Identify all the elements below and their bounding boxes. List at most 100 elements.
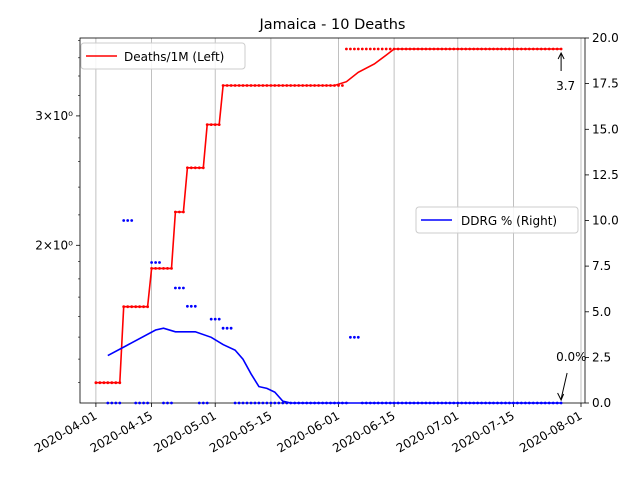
deaths-point — [277, 84, 281, 87]
deaths-point — [535, 47, 539, 51]
deaths-point — [285, 84, 289, 87]
ddrg-point — [122, 219, 126, 222]
ddrg-point — [356, 335, 360, 339]
deaths-point — [496, 47, 499, 51]
ddrg-point — [241, 401, 245, 405]
ddrg-point — [500, 401, 503, 405]
ddrg-point — [508, 401, 511, 405]
deaths-point — [233, 84, 237, 87]
ddrg-point — [464, 401, 468, 405]
ddrg-point — [201, 401, 205, 405]
ddrg-point — [380, 401, 384, 405]
deaths-point — [265, 84, 269, 87]
deaths-point — [559, 47, 563, 51]
ddrg-point — [368, 401, 372, 405]
ddrg-point — [205, 401, 209, 405]
annotation-arrowhead — [557, 392, 565, 402]
ddrg-point — [146, 401, 150, 405]
deaths-point — [305, 84, 309, 87]
ddrg-point — [345, 401, 348, 405]
deaths-point — [412, 47, 416, 51]
ddrg-point — [221, 326, 225, 330]
ddrg-point — [154, 261, 158, 264]
deaths-point — [209, 123, 213, 126]
ddrg-point — [134, 401, 138, 405]
ddrg-point — [229, 326, 233, 330]
ddrg-point — [400, 401, 404, 405]
ddrg-point — [444, 401, 448, 405]
ddrg-point — [170, 401, 173, 405]
ddrg-point — [408, 401, 412, 405]
right-tick-label: 10.0 — [592, 214, 619, 228]
x-gridlines — [95, 38, 582, 403]
deaths-point — [372, 47, 376, 51]
deaths-point — [444, 47, 448, 51]
deaths-point — [531, 47, 535, 51]
deaths-point — [380, 47, 384, 51]
deaths-point — [237, 84, 241, 87]
annotation-arrowhead — [557, 51, 565, 60]
deaths-point — [360, 47, 364, 51]
x-tick-label: 2020-06-01 — [275, 408, 342, 455]
ddrg-point — [353, 335, 356, 339]
deaths-point — [460, 47, 464, 51]
deaths-point — [321, 84, 324, 87]
deaths-point — [420, 47, 424, 51]
deaths-point — [349, 47, 352, 51]
ddrg-point — [217, 317, 221, 321]
ddrg-point — [420, 401, 424, 405]
deaths-point — [197, 166, 201, 170]
deaths-point — [313, 84, 316, 87]
deaths-point — [452, 47, 456, 51]
deaths-point — [178, 210, 181, 214]
ddrg-point — [245, 401, 249, 405]
ddrg-point — [297, 401, 301, 405]
ddrg-point — [265, 401, 269, 405]
right-tick-label: 7.5 — [592, 259, 611, 273]
ddrg-point — [110, 401, 114, 405]
deaths-point — [126, 305, 130, 309]
ddrg-point — [114, 401, 118, 405]
deaths-point — [241, 84, 245, 87]
deaths-point — [400, 47, 404, 51]
right-tick-label: 12.5 — [592, 168, 619, 182]
annotation-label: 0.0% — [556, 350, 587, 364]
deaths-point — [98, 381, 102, 385]
ddrg-point — [313, 401, 316, 405]
ddrg-point — [197, 401, 201, 405]
left-tick-label: 2×10⁰ — [35, 238, 73, 252]
ddrg-point — [416, 401, 420, 405]
ddrg-point — [166, 401, 169, 405]
deaths-point — [289, 84, 293, 87]
ddrg-point — [158, 261, 161, 264]
x-tick-label: 2020-04-15 — [88, 408, 155, 455]
ddrg-point — [233, 401, 237, 405]
deaths-point — [341, 84, 344, 87]
ddrg-point — [209, 317, 213, 321]
deaths-point — [213, 123, 217, 126]
ddrg-point — [547, 401, 551, 405]
ddrg-point — [360, 401, 364, 405]
deaths-point — [114, 381, 118, 385]
legend-ddrg: DDRG % (Right) — [415, 206, 579, 234]
deaths-point — [388, 47, 392, 51]
ddrg-point — [213, 317, 217, 321]
deaths-point — [329, 84, 332, 87]
deaths-point — [150, 267, 154, 270]
deaths-point — [106, 381, 110, 385]
ddrg-point — [317, 401, 320, 405]
deaths-point — [225, 84, 229, 87]
ddrg-point — [118, 401, 122, 405]
deaths-point — [353, 47, 356, 51]
deaths-point — [488, 47, 491, 51]
deaths-point — [337, 84, 340, 87]
x-tick-label: 2020-05-15 — [207, 408, 274, 455]
ddrg-point — [309, 401, 312, 405]
ddrg-point — [424, 401, 428, 405]
deaths-point — [428, 47, 432, 51]
ddrg-point — [460, 401, 464, 405]
x-tick-label: 2020-07-01 — [394, 408, 461, 455]
ddrg-point — [436, 401, 440, 405]
deaths-point — [356, 47, 360, 51]
ddrg-point — [524, 401, 527, 405]
